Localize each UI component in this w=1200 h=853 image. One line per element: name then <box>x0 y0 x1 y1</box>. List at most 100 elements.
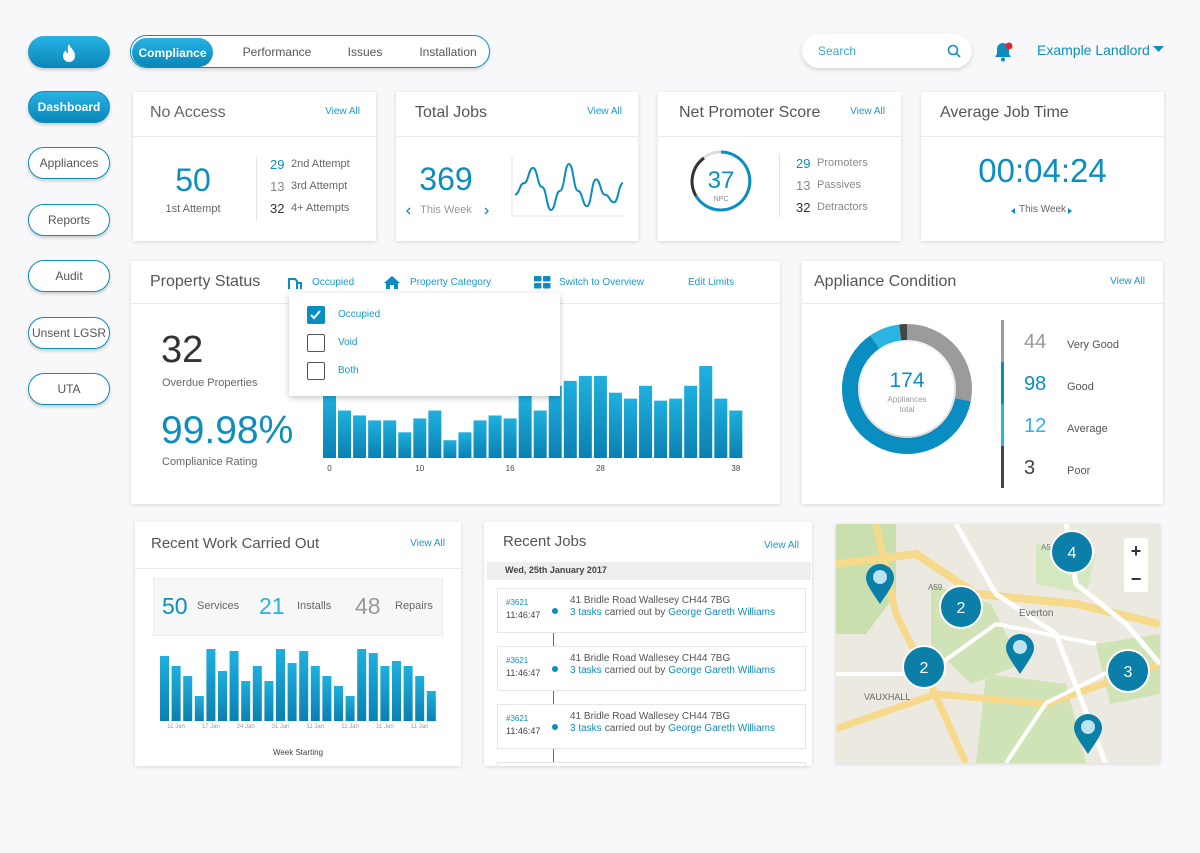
date-band <box>487 562 811 580</box>
timeline-dot <box>552 724 558 730</box>
option-label[interactable]: Both <box>338 365 359 376</box>
option-label[interactable]: Void <box>338 337 358 348</box>
timeline-line <box>553 633 554 646</box>
user-caret[interactable] <box>1153 46 1165 54</box>
cluster-count: 2 <box>957 600 966 617</box>
view-all-link[interactable]: View All <box>1110 276 1145 287</box>
filter-link[interactable]: Occupied <box>312 277 355 288</box>
view-all-link[interactable]: View All <box>764 540 799 551</box>
checkbox[interactable] <box>307 306 325 324</box>
bar <box>392 661 401 721</box>
zoom-in[interactable]: + <box>1131 541 1142 561</box>
engineer-name[interactable]: George Gareth Williams <box>668 607 775 618</box>
task-text: carried out by <box>604 607 666 618</box>
sidebar-item[interactable]: Unsent LGSR <box>28 317 110 349</box>
option-label[interactable]: Occupied <box>338 309 381 320</box>
nps-gauge <box>690 150 752 212</box>
logo[interactable] <box>28 36 110 68</box>
sidebar-item[interactable]: Reports <box>28 204 110 236</box>
cluster-count: 4 <box>1068 545 1077 562</box>
appliance-condition-card: Appliance Condition View All 174 Applian… <box>802 261 1163 504</box>
job-address: 41 Bridle Road Wallesey CH44 7BG <box>570 711 731 722</box>
filter-link[interactable]: Property Category <box>410 277 492 288</box>
task-count[interactable]: 3 tasks <box>570 607 602 618</box>
sidebar-item[interactable]: Audit <box>28 260 110 292</box>
user-name[interactable]: Example Landlord <box>1037 42 1150 58</box>
checkbox[interactable] <box>307 334 325 352</box>
zoom-out[interactable]: − <box>1131 569 1142 589</box>
view-all-link[interactable]: View All <box>410 538 445 549</box>
tab[interactable]: Performance <box>242 44 312 59</box>
card-title: Appliance Condition <box>814 273 957 290</box>
period-arrows[interactable] <box>396 204 496 218</box>
card-title: Recent Jobs <box>503 533 587 550</box>
sidebar-item[interactable]: Appliances <box>28 147 110 179</box>
legend-label: Poor <box>1067 465 1091 477</box>
checkbox[interactable] <box>307 362 325 380</box>
sidebar-item[interactable]: UTA <box>28 373 110 405</box>
view-all-link[interactable]: View All <box>587 106 622 117</box>
map-pin[interactable] <box>1006 634 1034 674</box>
tab[interactable]: Issues <box>347 44 383 59</box>
x-tick-label: 11 Jan <box>410 724 429 730</box>
engineer-name[interactable]: George Gareth Williams <box>668 723 775 734</box>
view-all-link[interactable]: View All <box>325 106 360 117</box>
view-all-link[interactable]: View All <box>850 106 885 117</box>
search-box[interactable]: Search <box>802 34 972 68</box>
map-cluster[interactable]: 2 <box>902 645 946 689</box>
recent-jobs-card: Recent Jobs View All Wed, 25th January 2… <box>484 522 812 766</box>
task-text: carried out by <box>604 665 666 676</box>
job-time: 11:46:47 <box>506 610 541 620</box>
bar <box>699 366 713 458</box>
map-cluster[interactable]: 3 <box>1106 649 1150 693</box>
trend-line <box>514 162 624 212</box>
x-tick-label: 11 Jan <box>376 724 394 730</box>
filter-link[interactable]: Edit Limits <box>688 277 735 288</box>
attempt-value: 32 <box>270 201 285 216</box>
x-tick-label: 24 Jan <box>236 724 255 730</box>
bar <box>669 398 683 458</box>
legend-label: Average <box>1067 423 1108 435</box>
nps-item-label: Passives <box>817 179 862 191</box>
stat-value: 21 <box>259 593 285 619</box>
notification-bell[interactable] <box>991 40 1015 64</box>
job-tasks: 3 tasks carried out by George Gareth Willi… <box>570 666 775 676</box>
map-pin[interactable] <box>1074 714 1102 754</box>
timeline-dot <box>552 666 558 672</box>
stat-label: Installs <box>297 600 332 612</box>
overview-icon <box>534 276 551 289</box>
map-cluster[interactable]: 2 <box>939 585 983 629</box>
divider <box>779 154 780 217</box>
x-tick-label: 31 Jan <box>271 724 290 730</box>
cluster-circle <box>939 585 983 629</box>
bar <box>345 696 355 721</box>
rating-value: 99.98% <box>161 409 294 452</box>
tab[interactable]: Installation <box>419 44 477 59</box>
task-count[interactable]: 3 tasks <box>570 665 602 676</box>
period-arrows[interactable] <box>921 204 1164 218</box>
tab[interactable]: Compliance <box>132 38 213 67</box>
map-cluster[interactable]: 4 <box>1050 530 1094 574</box>
x-tick-label: 17 Jan <box>201 724 220 730</box>
filter-link[interactable]: Switch to Overview <box>559 277 645 288</box>
map-pin[interactable] <box>866 564 894 604</box>
zoom-control <box>1124 538 1148 592</box>
nps-unit: NPC <box>713 196 729 203</box>
sidebar-item[interactable]: Dashboard <box>28 91 110 123</box>
card-title: Average Job Time <box>940 104 1069 121</box>
bar <box>458 432 472 458</box>
donut-center <box>860 342 954 436</box>
engineer-name[interactable]: George Gareth Williams <box>668 665 775 676</box>
x-tick-label: 10 <box>415 464 424 473</box>
period-label: This Week <box>1018 204 1067 215</box>
nps-item-value: 13 <box>796 178 811 193</box>
legend-swatch <box>1001 362 1004 404</box>
bar <box>578 375 592 458</box>
task-count[interactable]: 3 tasks <box>570 723 602 734</box>
